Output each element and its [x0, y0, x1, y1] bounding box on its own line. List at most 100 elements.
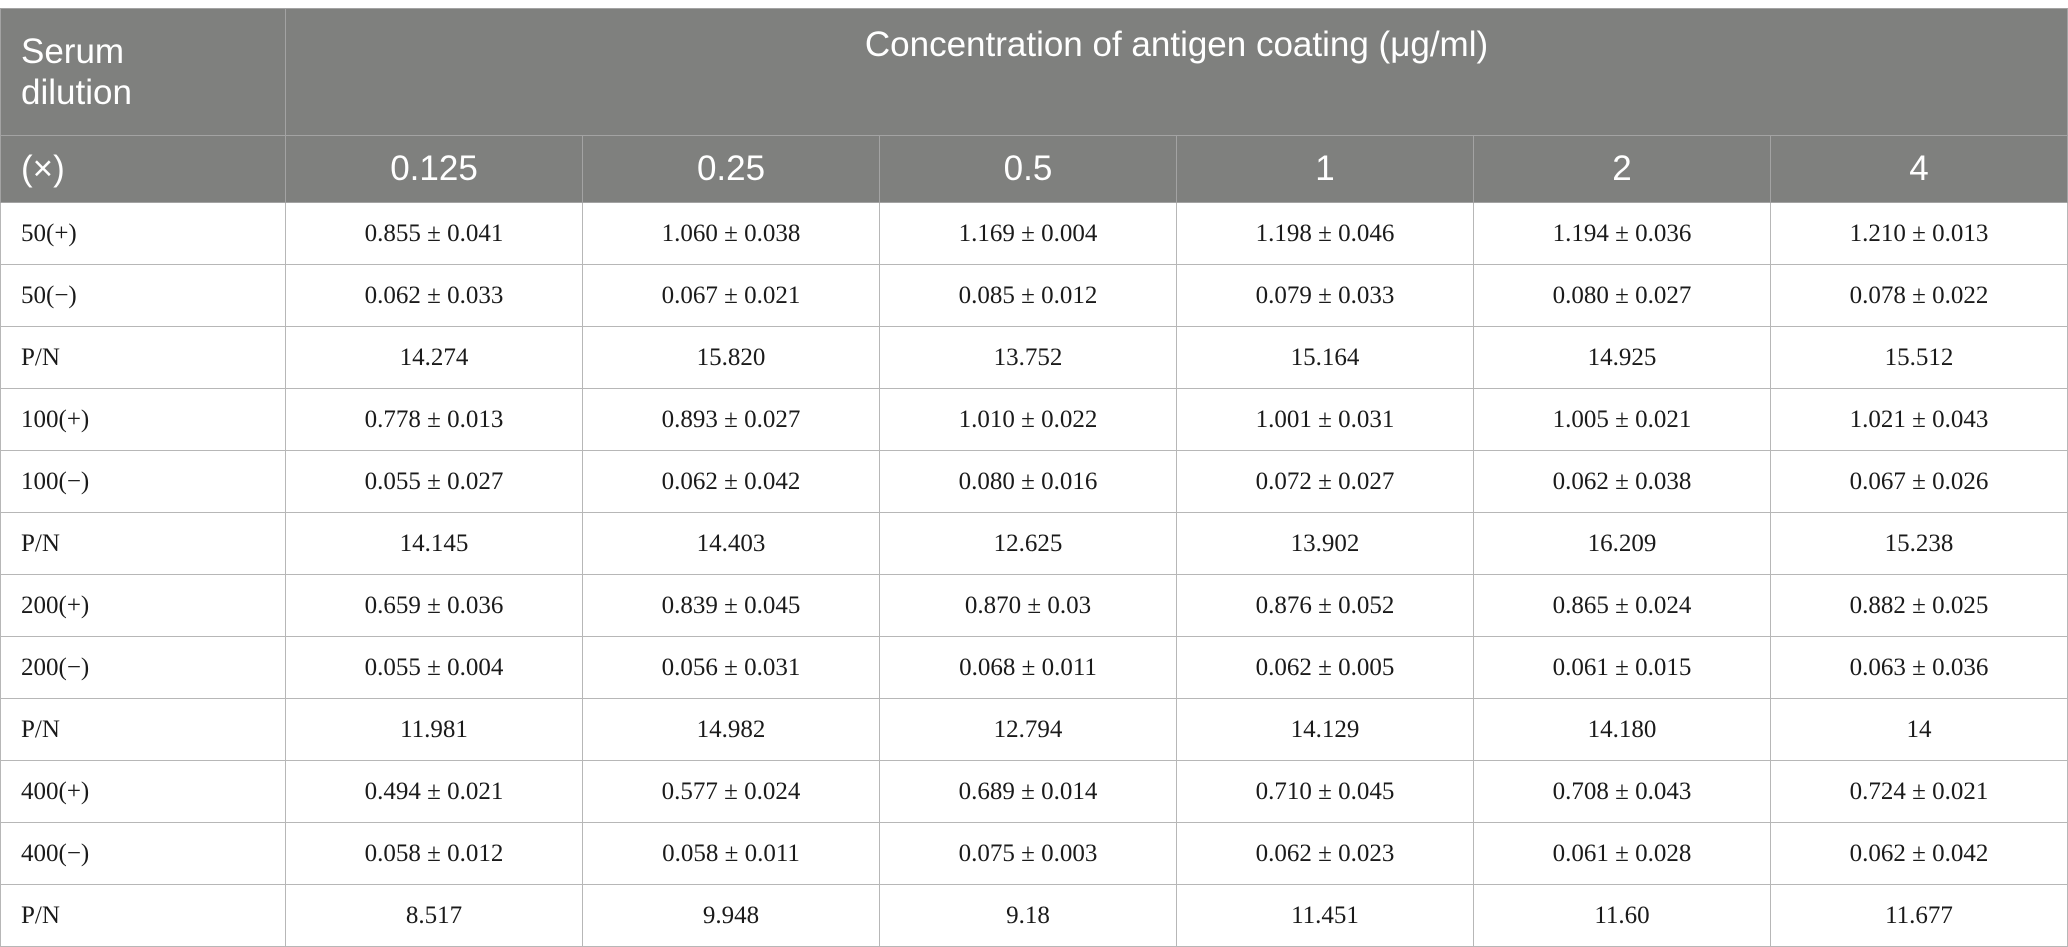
table-row: 400(−) 0.058 ± 0.012 0.058 ± 0.011 0.075 ± … — [0, 822, 2068, 885]
table-header: Serum dilution Concentration of antigen c… — [0, 8, 2068, 203]
dilution-label: dilution — [21, 73, 132, 112]
row-label: 400(−) — [0, 822, 286, 885]
table-cell: 0.494 ± 0.021 — [285, 760, 583, 823]
table-cell: 8.517 — [285, 884, 583, 947]
table-cell: 14 — [1769, 698, 2068, 761]
table-cell: 14.403 — [582, 512, 880, 575]
table-cell: 13.902 — [1176, 512, 1474, 575]
serum-dilution-header: Serum dilution — [0, 8, 286, 136]
table-cell: 0.072 ± 0.027 — [1176, 450, 1474, 513]
table-row: P/N 14.274 15.820 13.752 15.164 14.925 15.512 — [0, 326, 2068, 389]
table-row: P/N 8.517 9.948 9.18 11.451 11.60 11.677 — [0, 884, 2068, 947]
row-label: 200(−) — [0, 636, 286, 699]
data-table-container: Serum dilution Concentration of antigen c… — [0, 8, 2068, 947]
row-label: P/N — [0, 698, 286, 761]
concentration-group-header: Concentration of antigen coating (μg/ml) — [284, 8, 2068, 136]
table-cell: 0.659 ± 0.036 — [285, 574, 583, 637]
table-cell: 0.061 ± 0.015 — [1473, 636, 1771, 699]
table-cell: 0.839 ± 0.045 — [582, 574, 880, 637]
table-cell: 0.080 ± 0.027 — [1473, 264, 1771, 327]
table-row: 100(+) 0.778 ± 0.013 0.893 ± 0.027 1.010 ± … — [0, 388, 2068, 451]
column-header: 2 — [1473, 135, 1771, 203]
table-cell: 0.058 ± 0.011 — [582, 822, 880, 885]
table-cell: 0.067 ± 0.026 — [1769, 450, 2068, 513]
row-label: P/N — [0, 326, 286, 389]
table-cell: 0.085 ± 0.012 — [879, 264, 1177, 327]
table-cell: 11.451 — [1176, 884, 1474, 947]
table-cell: 1.169 ± 0.004 — [879, 202, 1177, 265]
table-cell: 1.198 ± 0.046 — [1176, 202, 1474, 265]
antigen-coating-table: Serum dilution Concentration of antigen c… — [0, 8, 2068, 947]
table-cell: 0.708 ± 0.043 — [1473, 760, 1771, 823]
unit-label: (×) — [0, 135, 286, 203]
table-cell: 0.724 ± 0.021 — [1769, 760, 2068, 823]
column-header: 4 — [1769, 135, 2068, 203]
table-cell: 0.778 ± 0.013 — [285, 388, 583, 451]
table-cell: 0.062 ± 0.042 — [1769, 822, 2068, 885]
table-cell: 0.577 ± 0.024 — [582, 760, 880, 823]
table-cell: 0.870 ± 0.03 — [879, 574, 1177, 637]
table-cell: 0.078 ± 0.022 — [1769, 264, 2068, 327]
table-cell: 0.882 ± 0.025 — [1769, 574, 2068, 637]
table-cell: 0.062 ± 0.023 — [1176, 822, 1474, 885]
table-cell: 0.876 ± 0.052 — [1176, 574, 1474, 637]
table-cell: 0.689 ± 0.014 — [879, 760, 1177, 823]
row-label: 50(−) — [0, 264, 286, 327]
table-body: 50(+) 0.855 ± 0.041 1.060 ± 0.038 1.169 ± 0… — [0, 202, 2068, 947]
table-cell: 0.055 ± 0.027 — [285, 450, 583, 513]
table-cell: 14.982 — [582, 698, 880, 761]
table-cell: 0.063 ± 0.036 — [1769, 636, 2068, 699]
table-cell: 0.061 ± 0.028 — [1473, 822, 1771, 885]
table-cell: 15.820 — [582, 326, 880, 389]
table-row: 100(−) 0.055 ± 0.027 0.062 ± 0.042 0.080 ± … — [0, 450, 2068, 513]
table-cell: 14.180 — [1473, 698, 1771, 761]
table-cell: 15.238 — [1769, 512, 2068, 575]
table-cell: 0.080 ± 0.016 — [879, 450, 1177, 513]
table-cell: 0.893 ± 0.027 — [582, 388, 880, 451]
table-row: 50(+) 0.855 ± 0.041 1.060 ± 0.038 1.169 ± 0… — [0, 202, 2068, 265]
header-row-top: Serum dilution Concentration of antigen c… — [0, 8, 2068, 136]
table-cell: 1.021 ± 0.043 — [1769, 388, 2068, 451]
table-row: P/N 11.981 14.982 12.794 14.129 14.180 14 — [0, 698, 2068, 761]
table-cell: 0.710 ± 0.045 — [1176, 760, 1474, 823]
table-cell: 11.60 — [1473, 884, 1771, 947]
table-cell: 12.625 — [879, 512, 1177, 575]
table-cell: 0.079 ± 0.033 — [1176, 264, 1474, 327]
table-cell: 0.075 ± 0.003 — [879, 822, 1177, 885]
row-label: 100(+) — [0, 388, 286, 451]
table-cell: 11.677 — [1769, 884, 2068, 947]
column-header: 1 — [1176, 135, 1474, 203]
table-cell: 14.145 — [285, 512, 583, 575]
table-cell: 0.062 ± 0.005 — [1176, 636, 1474, 699]
table-cell: 0.062 ± 0.033 — [285, 264, 583, 327]
table-row: P/N 14.145 14.403 12.625 13.902 16.209 15.238 — [0, 512, 2068, 575]
table-cell: 0.062 ± 0.038 — [1473, 450, 1771, 513]
row-label: 200(+) — [0, 574, 286, 637]
column-header: 0.125 — [285, 135, 583, 203]
serum-label: Serum — [21, 32, 125, 71]
table-cell: 1.005 ± 0.021 — [1473, 388, 1771, 451]
row-label: P/N — [0, 512, 286, 575]
table-cell: 0.067 ± 0.021 — [582, 264, 880, 327]
table-cell: 1.001 ± 0.031 — [1176, 388, 1474, 451]
table-cell: 0.062 ± 0.042 — [582, 450, 880, 513]
table-cell: 12.794 — [879, 698, 1177, 761]
column-header: 0.25 — [582, 135, 880, 203]
table-cell: 1.010 ± 0.022 — [879, 388, 1177, 451]
header-row-columns: (×) 0.125 0.25 0.5 1 2 4 — [0, 135, 2068, 203]
table-cell: 9.948 — [582, 884, 880, 947]
table-cell: 13.752 — [879, 326, 1177, 389]
table-cell: 0.865 ± 0.024 — [1473, 574, 1771, 637]
table-row: 200(+) 0.659 ± 0.036 0.839 ± 0.045 0.870 ± … — [0, 574, 2068, 637]
row-label: 400(+) — [0, 760, 286, 823]
row-label: 100(−) — [0, 450, 286, 513]
table-cell: 15.164 — [1176, 326, 1474, 389]
table-row: 400(+) 0.494 ± 0.021 0.577 ± 0.024 0.689 ± … — [0, 760, 2068, 823]
table-cell: 0.056 ± 0.031 — [582, 636, 880, 699]
table-cell: 11.981 — [285, 698, 583, 761]
table-cell: 0.058 ± 0.012 — [285, 822, 583, 885]
table-cell: 14.129 — [1176, 698, 1474, 761]
table-row: 50(−) 0.062 ± 0.033 0.067 ± 0.021 0.085 ± 0… — [0, 264, 2068, 327]
table-cell: 1.210 ± 0.013 — [1769, 202, 2068, 265]
table-cell: 9.18 — [879, 884, 1177, 947]
